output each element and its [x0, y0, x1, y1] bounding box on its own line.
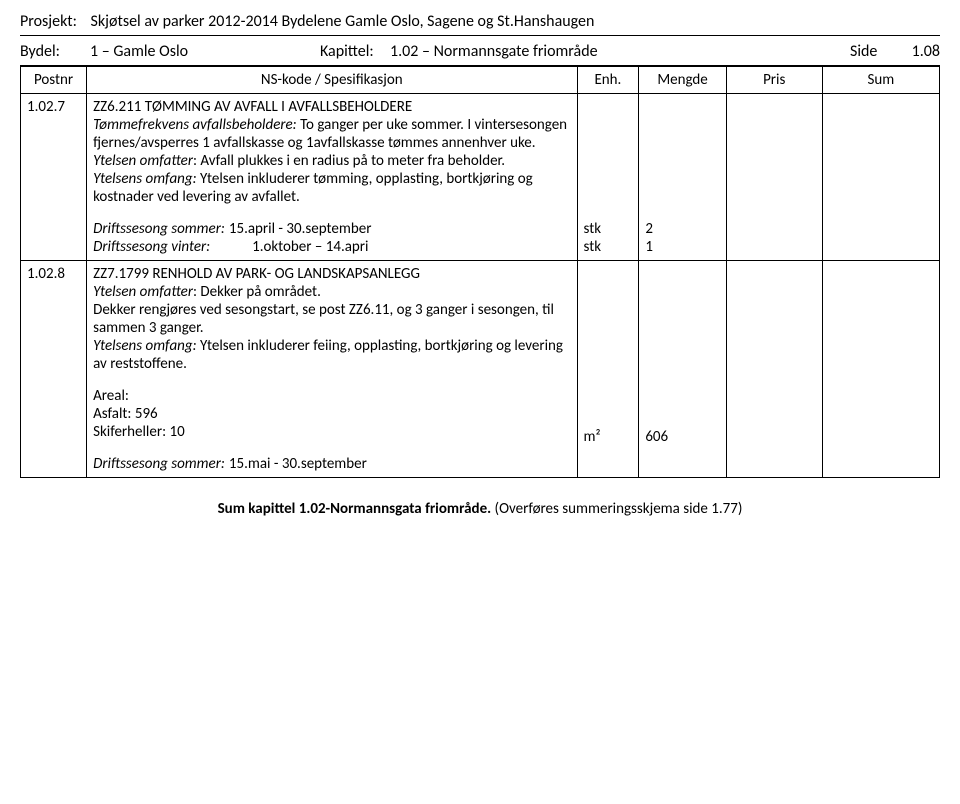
header-pris: Pris	[726, 67, 822, 94]
footer-bold: Sum kapittel 1.02-Normannsgata friområde…	[218, 500, 492, 518]
kapittel-label: Kapittel:	[320, 42, 390, 61]
enh-value: m²	[584, 428, 633, 446]
footer-line: Sum kapittel 1.02-Normannsgata friområde…	[20, 500, 940, 518]
drift-vinter-value: 1.oktober – 14.apri	[252, 238, 368, 256]
sum-cell	[822, 261, 939, 478]
mengde-cell: 606	[639, 261, 726, 478]
mengde-value: 1	[645, 238, 719, 256]
divider-top	[20, 35, 940, 36]
header-spec: NS-kode / Spesifikasjon	[87, 67, 577, 94]
spec-p2-label: Ytelsen omfatter	[93, 152, 193, 170]
drift-sommer-row: Driftssesong sommer: 15.april - 30.septe…	[93, 220, 570, 238]
kapittel-value: 1.02 – Normannsgate friområde	[390, 42, 850, 61]
drift-vinter-row: Driftssesong vinter: 1.oktober – 14.apri	[93, 238, 570, 256]
mengde-value: 2	[645, 220, 719, 238]
project-value: Skjøtsel av parker 2012-2014 Bydelene Ga…	[91, 12, 595, 31]
header-sum: Sum	[822, 67, 939, 94]
spec-p3-label: Ytelsens omfang:	[93, 170, 197, 188]
header-mengde: Mengde	[639, 67, 726, 94]
postnr-cell: 1.02.8	[21, 261, 87, 478]
drift-sommer-value: 15.mai - 30.september	[229, 455, 367, 473]
bydel-value: 1 – Gamle Oslo	[90, 42, 320, 61]
table-row: 1.02.7 ZZ6.211 TØMMING AV AVFALL I AVFAL…	[21, 94, 940, 261]
main-table: Postnr NS-kode / Spesifikasjon Enh. Meng…	[20, 66, 940, 478]
drift-sommer-row: Driftssesong sommer: 15.mai - 30.septemb…	[93, 455, 570, 473]
postnr-cell: 1.02.7	[21, 94, 87, 261]
drift-sommer-label: Driftssesong sommer:	[93, 455, 225, 473]
mengde-cell: 2 1	[639, 94, 726, 261]
drift-sommer-value: 15.april - 30.september	[229, 220, 372, 238]
spec-p1-label: Ytelsen omfatter	[93, 283, 193, 301]
side-value: 1.08	[900, 42, 940, 61]
pris-cell	[726, 94, 822, 261]
sum-cell	[822, 94, 939, 261]
spec-p1-label: Tømmefrekvens avfallsbeholdere:	[93, 116, 297, 134]
mengde-value: 606	[645, 428, 719, 446]
header-enh: Enh.	[577, 67, 639, 94]
spec-cell: ZZ7.1799 RENHOLD AV PARK- OG LANDSKAPSAN…	[87, 261, 577, 478]
skifer-line: Skiferheller: 10	[93, 423, 570, 441]
side-label: Side	[850, 42, 900, 61]
project-line: Prosjekt: Skjøtsel av parker 2012-2014 B…	[20, 12, 940, 31]
enh-cell: m²	[577, 261, 639, 478]
project-label: Prosjekt:	[20, 12, 77, 31]
enh-value: stk	[584, 220, 633, 238]
footer-rest: (Overføres summeringsskjema side 1.77)	[491, 500, 742, 518]
table-row: 1.02.8 ZZ7.1799 RENHOLD AV PARK- OG LAND…	[21, 261, 940, 478]
bydel-label: Bydel:	[20, 42, 90, 61]
table-header-row: Postnr NS-kode / Spesifikasjon Enh. Meng…	[21, 67, 940, 94]
asfalt-line: Asfalt: 596	[93, 405, 570, 423]
drift-sommer-label: Driftssesong sommer:	[93, 220, 225, 238]
areal-label: Areal:	[93, 387, 570, 405]
spec-p1-text: : Dekker på området.	[193, 283, 321, 301]
enh-value: stk	[584, 238, 633, 256]
spec-p2-text: : Avfall plukkes i en radius på to meter…	[193, 152, 505, 170]
spec-code: ZZ6.211 TØMMING AV AVFALL I AVFALLSBEHOL…	[93, 98, 570, 116]
spec-p2: Dekker rengjøres ved sesongstart, se pos…	[93, 301, 570, 337]
spec-cell: ZZ6.211 TØMMING AV AVFALL I AVFALLSBEHOL…	[87, 94, 577, 261]
spec-code: ZZ7.1799 RENHOLD AV PARK- OG LANDSKAPSAN…	[93, 265, 570, 283]
pris-cell	[726, 261, 822, 478]
meta-line: Bydel: 1 – Gamle Oslo Kapittel: 1.02 – N…	[20, 42, 940, 61]
header-postnr: Postnr	[21, 67, 87, 94]
drift-vinter-label: Driftssesong vinter:	[93, 238, 248, 256]
spec-p3-label: Ytelsens omfang:	[93, 337, 197, 355]
enh-cell: stk stk	[577, 94, 639, 261]
